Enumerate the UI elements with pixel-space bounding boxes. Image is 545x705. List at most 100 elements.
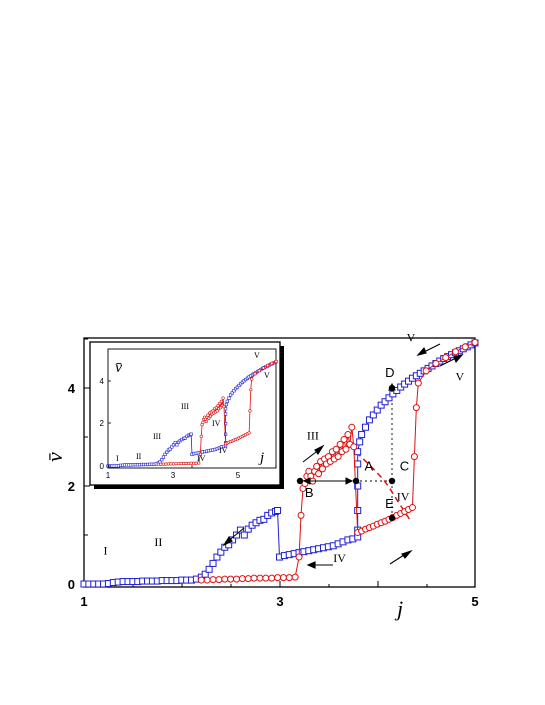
data-point-increasing [350,443,358,451]
inset-data-point-increasing [179,461,183,466]
point-arrows [302,382,396,485]
inset-data-point-increasing [214,406,218,410]
data-point-decreasing [362,423,370,431]
data-point-decreasing [365,416,373,424]
data-point-increasing [442,354,450,362]
data-point-decreasing [373,406,381,414]
inset-data-point-increasing [266,363,270,368]
inset-data-point-increasing [216,403,220,408]
inset-ticks [107,380,277,468]
data-point-increasing [268,574,276,582]
data-point-increasing [291,573,299,581]
data-point-increasing [451,348,459,356]
inset-data-point-decreasing [175,443,179,447]
annotation-label: C [400,458,409,473]
data-point-increasing [332,445,340,453]
data-point-increasing [344,431,352,439]
data-point-decreasing [274,507,282,514]
data-point-increasing [348,423,356,431]
y-tick-label: 4 [68,381,76,396]
inset-frame [89,341,281,486]
annotation-label: E [385,496,394,511]
y-tick-label: 2 [68,479,75,494]
data-point-increasing [262,574,270,582]
inset-data-point-increasing [207,416,211,420]
inset-data-point-increasing [164,462,168,466]
data-point-increasing [215,576,223,584]
inset-data-point-increasing [176,462,181,466]
data-point-decreasing [356,438,364,446]
data-point-decreasing [354,460,362,468]
inset-data-point-decreasing [225,399,229,403]
inset-data-point-increasing [274,359,278,364]
data-point-increasing [244,575,252,583]
inset-x-axis-label: j [258,450,264,466]
inset-data-point-decreasing [229,393,233,397]
inset-data-point-increasing [270,361,274,365]
data-point-increasing [342,445,350,453]
inset-data-point-increasing [174,462,178,466]
data-point-increasing [209,576,217,584]
data-point-decreasing [381,398,389,406]
inset-data-point-increasing [248,409,252,413]
inset-y-axis-label: v̄ [115,359,123,376]
data-point-increasing [422,367,430,375]
inset-x-tick: 5 [236,471,241,480]
inset-data-point-increasing [215,409,219,413]
inset-data-point-increasing [249,388,253,392]
data-point-increasing [238,575,246,583]
data-point-decreasing [236,526,244,534]
data-point-increasing [227,575,235,583]
data-point-increasing [313,462,321,470]
annotation-label: II [154,535,162,549]
inset-data-point-decreasing [160,458,164,462]
inset-y-tick: 4 [100,377,105,386]
data-point-decreasing [358,431,366,439]
inset-data-point-decreasing [163,452,167,456]
inset-data-point-increasing [219,399,223,403]
y-ticks [84,338,90,585]
inset-data-point-increasing [218,401,222,406]
inset-data-point-increasing [166,462,171,466]
inset-data-point-increasing [184,461,188,466]
inset-annotation: II [136,452,142,461]
data-point-decreasing [205,565,213,573]
inset-data-point-increasing [171,462,176,466]
inset-data-point-increasing [187,461,191,466]
data-point-increasing [412,404,420,412]
data-point-decreasing [240,531,248,539]
inset-data-point-decreasing [176,440,181,444]
annotation-label: I [104,544,108,558]
data-point-decreasing [217,548,225,556]
x-axis-label: j [394,596,403,621]
data-point-increasing [297,511,305,519]
y-axis-label: v̄ [42,452,67,462]
inset-annotation: III [153,432,161,441]
inset-data-point-increasing [257,369,261,373]
inset-data-point-decreasing [237,383,241,388]
inset-data-point-decreasing [224,402,229,407]
inset-data-point-increasing [253,372,257,376]
data-point-increasing [410,453,418,461]
inset-data-point-decreasing [171,443,176,447]
data-point-increasing [315,470,323,478]
inset-data-point-increasing [199,434,203,438]
inset-data-point-increasing [169,462,173,466]
inset-data-point-decreasing [235,385,239,389]
data-point-increasing [221,575,229,583]
series-layer [80,338,479,588]
inset-data-point-increasing [197,461,201,465]
inset-data-point-decreasing [183,436,187,440]
data-point-decreasing [213,553,221,561]
inset-data-point-increasing [189,461,193,465]
data-point-increasing [232,575,240,583]
data-point-increasing [319,465,327,473]
inset-data-point-increasing [222,405,226,409]
inset-data-point-increasing [221,396,225,400]
data-point-increasing [256,574,264,582]
annotation-label: V [455,370,464,384]
inset-data-point-increasing [156,462,160,466]
data-point-increasing [295,553,303,561]
inset-data-point-increasing [208,414,213,418]
data-point-increasing [274,574,282,582]
